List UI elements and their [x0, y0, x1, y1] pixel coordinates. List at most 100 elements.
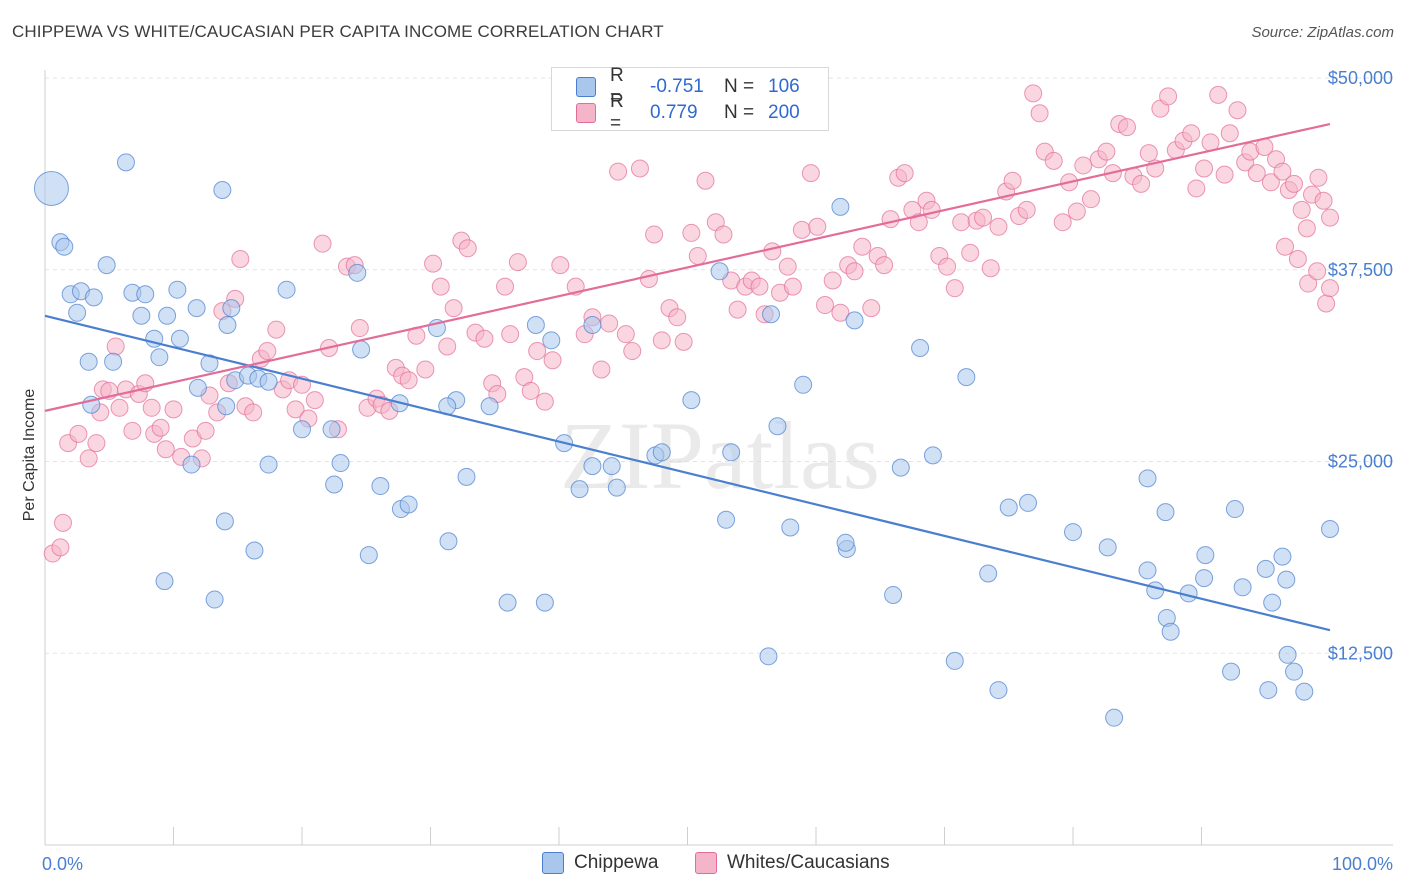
- data-point: [1156, 503, 1175, 522]
- trend-line: [44, 122, 1331, 412]
- data-point: [416, 360, 435, 379]
- data-point: [688, 246, 707, 265]
- tick-labels: $12,500 $25,000 $37,500 $50,000 0.0% 100.0%: [42, 68, 1393, 874]
- legend-row-chippewa: R = -0.751 N = 106: [576, 65, 800, 108]
- data-point: [293, 420, 311, 439]
- data-point: [961, 243, 980, 262]
- data-point: [501, 325, 520, 344]
- data-point: [639, 269, 658, 288]
- legend-label-chippewa: Chippewa: [574, 852, 659, 873]
- data-point: [68, 303, 87, 322]
- data-point: [535, 392, 554, 411]
- data-point: [188, 378, 207, 397]
- data-point: [609, 162, 628, 181]
- trend-line: [44, 314, 1331, 632]
- data-point: [106, 337, 125, 356]
- data-point: [1225, 500, 1244, 519]
- data-point: [808, 217, 827, 236]
- data-point: [215, 512, 234, 531]
- data-point: [325, 475, 344, 494]
- data-point: [182, 455, 201, 474]
- data-point: [79, 449, 98, 468]
- data-point: [33, 170, 69, 206]
- data-point: [371, 477, 390, 496]
- data-point: [267, 320, 286, 339]
- data-point: [592, 360, 611, 379]
- data-point: [1317, 294, 1336, 313]
- data-point: [458, 239, 477, 258]
- data-point: [187, 299, 206, 318]
- data-point: [350, 319, 369, 338]
- legend-swatch-chippewa: [542, 852, 564, 874]
- data-point: [1256, 559, 1275, 578]
- data-point: [480, 397, 499, 416]
- data-point: [645, 225, 664, 244]
- data-point: [359, 546, 378, 565]
- data-point: [1138, 469, 1157, 488]
- data-point: [156, 440, 175, 459]
- legend-item-whites: Whites/Caucasians: [695, 852, 890, 874]
- data-point: [322, 420, 341, 439]
- data-point: [722, 443, 741, 462]
- data-point: [475, 329, 494, 348]
- data-point: [331, 454, 350, 473]
- data-point: [1195, 159, 1214, 178]
- data-point: [218, 315, 237, 334]
- data-point: [222, 299, 241, 318]
- data-point: [1146, 581, 1165, 600]
- data-point: [151, 418, 170, 437]
- data-point: [1261, 173, 1280, 192]
- data-point: [1309, 168, 1328, 187]
- data-point: [607, 478, 626, 497]
- data-point: [431, 277, 450, 296]
- data-point: [217, 397, 236, 416]
- data-point: [674, 332, 693, 351]
- data-point: [696, 171, 715, 190]
- watermark: ZIPatlas: [560, 402, 880, 509]
- data-point: [682, 391, 701, 410]
- data-point: [1132, 174, 1151, 193]
- data-point: [616, 325, 635, 344]
- data-point: [759, 647, 778, 666]
- legend-r-label: R =: [610, 91, 624, 134]
- series-chippewa: [33, 153, 1339, 727]
- legend-swatch-whites: [576, 103, 596, 123]
- data-point: [438, 337, 457, 356]
- data-point: [875, 256, 894, 275]
- data-point: [815, 296, 834, 315]
- data-point: [1259, 681, 1278, 700]
- y-tick-label: $12,500: [1328, 643, 1393, 663]
- data-point: [1098, 538, 1117, 557]
- data-point: [895, 164, 914, 183]
- data-point: [132, 306, 151, 325]
- data-point: [286, 400, 305, 419]
- data-point: [881, 210, 900, 229]
- data-point: [630, 159, 649, 178]
- data-point: [762, 305, 781, 324]
- data-point: [1209, 85, 1228, 104]
- x-tick-label: 0.0%: [42, 854, 83, 874]
- data-point: [259, 372, 278, 391]
- data-point: [570, 480, 589, 499]
- legend-n-value: 106: [768, 76, 800, 97]
- data-point: [945, 651, 964, 670]
- data-point: [521, 381, 540, 400]
- source-label: Source: ZipAtlas.com: [1251, 24, 1394, 41]
- data-point: [168, 280, 187, 299]
- data-point: [1117, 118, 1136, 137]
- data-point: [717, 510, 736, 529]
- data-point: [110, 398, 129, 417]
- data-point: [457, 467, 476, 486]
- legend-stats: R = -0.751 N = 106 R = 0.779 N = 200: [551, 65, 829, 134]
- data-point: [496, 277, 515, 296]
- data-point: [55, 237, 74, 256]
- data-point: [1030, 104, 1049, 123]
- data-point: [1308, 262, 1327, 281]
- data-point: [583, 457, 602, 476]
- data-point: [714, 225, 733, 244]
- data-point: [1138, 561, 1157, 580]
- data-point: [1295, 682, 1314, 701]
- data-point: [989, 681, 1008, 700]
- data-point: [170, 329, 189, 348]
